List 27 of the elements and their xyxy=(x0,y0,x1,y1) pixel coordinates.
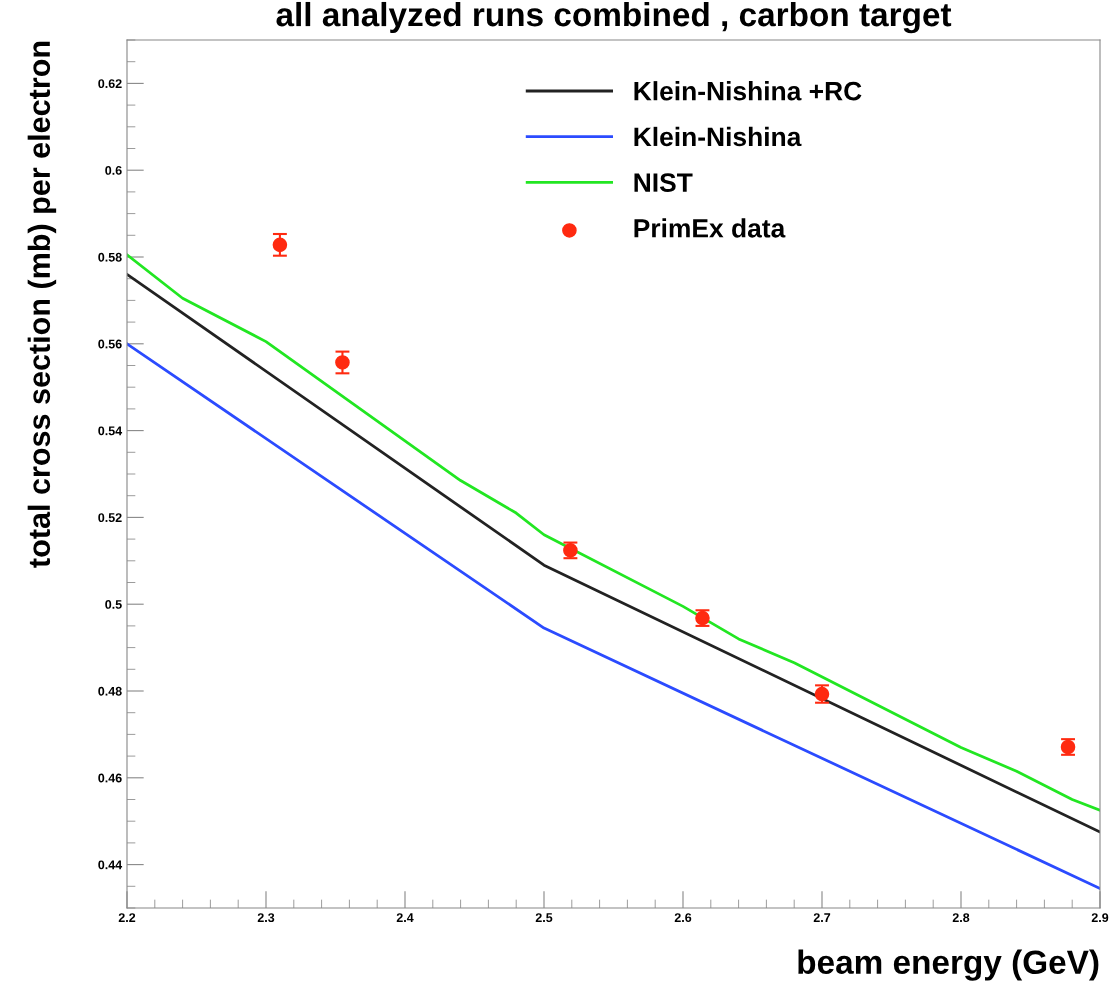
legend-label: PrimEx data xyxy=(634,218,786,238)
y-tick-label: 0.52 xyxy=(98,513,122,523)
y-axis-title: total cross section (mb) per electron xyxy=(27,41,57,568)
legend-label: Klein-Nishina xyxy=(634,126,802,147)
y-tick-label: 0.56 xyxy=(98,339,122,349)
y-tick-label: 0.5 xyxy=(105,600,122,609)
y-tick-label: 0.54 xyxy=(98,426,123,436)
y-tick-label: 0.6 xyxy=(105,166,122,175)
point xyxy=(272,237,288,253)
x-tick-label: 2.4 xyxy=(396,913,414,922)
x-tick-label: 2.2 xyxy=(118,913,136,922)
x-tick-label: 2.6 xyxy=(674,913,692,923)
point xyxy=(335,355,350,370)
x-tick-label: 2.8 xyxy=(952,913,970,923)
y-tick-label: 0.44 xyxy=(98,860,123,870)
y-tick-label: 0.46 xyxy=(98,773,122,783)
y-tick-label: 0.62 xyxy=(98,79,122,89)
legend-label: NIST xyxy=(634,173,693,192)
x-tick-label: 2.5 xyxy=(535,913,553,923)
y-tick-label: 0.58 xyxy=(98,252,122,262)
chart-title: all analyzed runs combined , carbon target xyxy=(276,1,952,34)
x-axis-title: beam energy (GeV) xyxy=(798,949,1099,981)
y-tick-label: 0.48 xyxy=(98,686,122,696)
x-tick-label: 2.9 xyxy=(1091,913,1109,923)
x-tick-label: 2.3 xyxy=(257,913,275,923)
legend-label: Klein-Nishina +RC xyxy=(634,81,862,101)
x-tick-label: 2.7 xyxy=(813,913,831,922)
